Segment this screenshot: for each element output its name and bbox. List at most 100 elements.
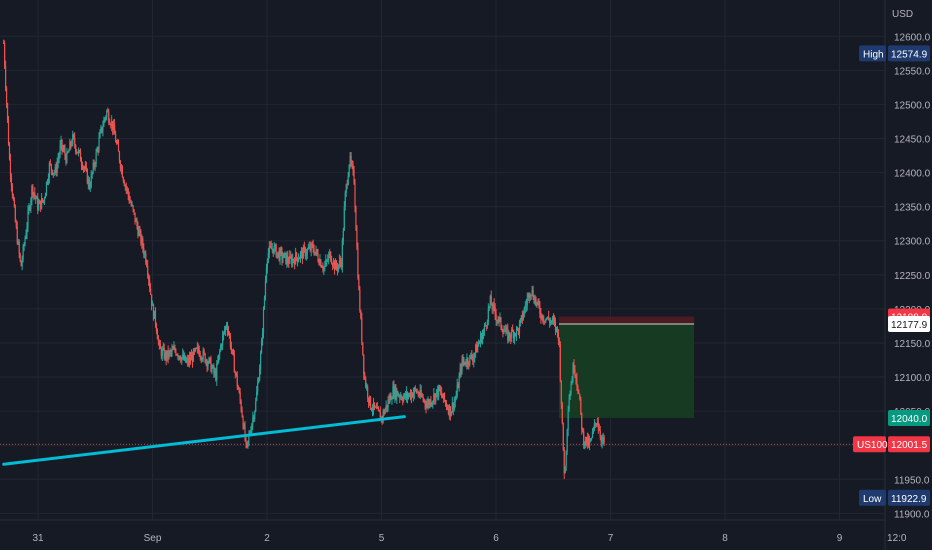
candle-body [200,356,202,360]
trendline-layer[interactable] [2,415,406,466]
candle-body [169,351,171,353]
candle-body [553,319,556,322]
candle-body [574,369,576,376]
candle-body [191,355,194,362]
candle-body [4,65,7,88]
candle-body [194,348,196,351]
candle-body [431,403,433,406]
candle-body [163,347,165,359]
candle-body [270,246,272,250]
candle-body [186,361,188,363]
high-tag-label-bg [859,45,886,62]
entry-tag-value: 12177.9 [891,320,928,331]
candle-body [567,409,569,431]
candle-body [502,330,504,334]
candle-body [82,166,85,169]
candle-body [420,389,422,396]
candle-body [310,243,312,251]
candle-body [313,249,315,255]
candle-body [601,439,603,443]
candle-body [223,332,225,336]
candle-body [483,326,486,331]
candle-body [435,393,437,402]
candle-body [501,327,503,331]
time-tick-label: 7 [608,533,614,544]
candle-body [251,423,253,432]
candle-body [486,321,488,326]
candle-body [378,410,380,412]
candle-body [546,318,548,320]
candle-body [329,251,331,255]
candle-body [499,317,501,319]
candle-body [11,185,14,196]
candle-body [175,350,177,355]
candle-body [41,198,43,209]
high-tag-value-bg [888,45,930,62]
candle-body [448,406,450,415]
candle-body [161,349,163,357]
candle-body [400,396,402,398]
candle-body [167,350,169,358]
candle-body [203,350,205,354]
candle-body [540,313,542,319]
candle-body [309,246,311,251]
candle-body [21,259,23,267]
candle-body [506,328,508,330]
candle-body [423,400,425,402]
candle-body [245,440,247,443]
candle-body [591,431,594,438]
candle-body [30,199,32,209]
candle-body [147,266,149,275]
candle-body [282,257,284,260]
candle-body [12,195,14,200]
candle-body [570,384,572,394]
candle-body [126,188,128,190]
candle-body [357,247,359,278]
candle-body [52,172,54,175]
candle-body [72,134,74,144]
candle-body [580,399,582,413]
candle-body [134,212,136,222]
candle-body [529,294,531,299]
candle-body [388,399,390,402]
candle-body [59,145,61,155]
candle-body [237,386,239,390]
candle-body [444,400,447,403]
candle-body [275,244,277,257]
candle-body [95,151,97,165]
candle-body [152,304,155,319]
candle-body [578,391,580,394]
low-tag-label: Low [863,494,882,505]
candle-body [376,407,378,409]
candle-body [87,179,89,184]
trendline[interactable] [2,415,406,466]
candle-body [65,155,67,163]
price-tick-label: 12150.0 [894,339,931,350]
candle-body [226,326,229,331]
candle-body [273,246,275,254]
currency-label: USD [892,9,913,20]
candle-body [419,389,421,397]
candle-body [271,248,273,250]
candle-body [588,441,591,446]
candle-body [477,345,479,353]
candle-body [311,243,313,245]
candle-body [110,124,112,126]
candle-body [340,262,342,268]
candle-body [539,306,541,314]
candle-body [320,260,322,267]
entry-tag: 12177.9 [888,315,930,332]
candle-body [104,118,106,120]
candle-body [443,393,446,401]
candle-body [374,406,377,408]
candle-body [427,401,429,405]
candle-body [215,372,217,380]
candle-body [518,323,521,334]
candle-body [221,345,223,347]
candle-body [272,248,274,254]
candles [3,39,605,480]
candle-body [511,329,513,338]
candle-body [366,386,368,388]
